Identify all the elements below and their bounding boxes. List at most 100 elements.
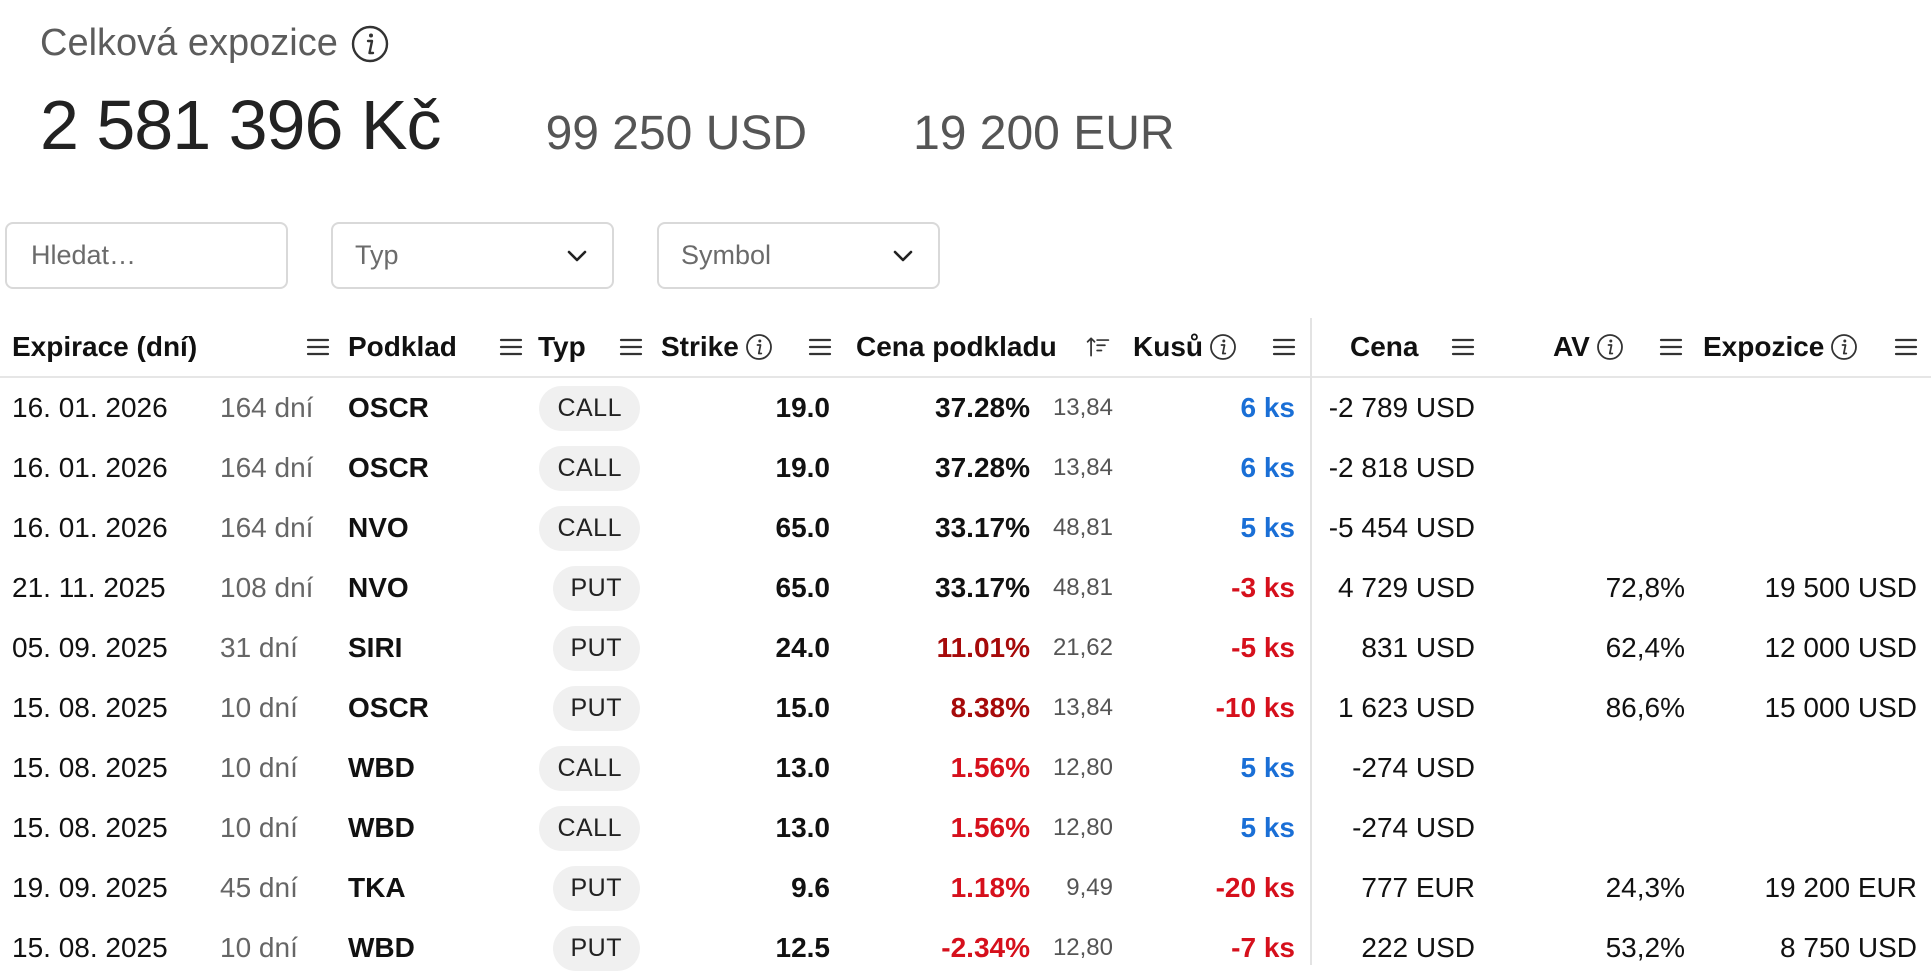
distance-pct: 11.01% [936, 632, 1030, 663]
exposure-header: Celková expozice [40, 22, 390, 65]
column-label: Expozice [1703, 331, 1825, 362]
info-icon[interactable] [745, 333, 773, 361]
underlying-symbol: OSCR [348, 452, 429, 483]
column-header-av[interactable]: AV [1553, 318, 1624, 376]
table-row[interactable]: 16. 01. 2026 164 dní NVO CALL 65.0 33.17… [0, 498, 1931, 558]
column-menu-icon[interactable] [1271, 318, 1297, 376]
column-header-exposure[interactable]: Expozice [1703, 318, 1858, 376]
column-menu-icon[interactable] [807, 318, 833, 376]
av-value [1540, 438, 1685, 498]
option-type-cell: PUT [500, 918, 640, 978]
table-row[interactable]: 05. 09. 2025 31 dní SIRI PUT 24.0 11.01%… [0, 618, 1931, 678]
table-row[interactable]: 16. 01. 2026 164 dní OSCR CALL 19.0 37.2… [0, 438, 1931, 498]
exposure-value [1700, 738, 1917, 798]
column-menu-icon[interactable] [618, 318, 644, 376]
info-icon[interactable] [350, 24, 390, 64]
distance-pct: 33.17% [935, 572, 1030, 603]
underlying-price: 12,80 [1052, 814, 1113, 841]
days-remaining: 108 dní [220, 572, 314, 603]
info-icon[interactable] [1830, 333, 1858, 361]
days-remaining: 31 dní [220, 632, 298, 663]
type-select[interactable]: Typ [331, 222, 614, 289]
column-label: Cena podkladu [856, 331, 1057, 362]
option-type-cell: CALL [500, 378, 640, 438]
exposure-value: 12 000 USD [1764, 632, 1917, 663]
option-type-badge: PUT [552, 625, 640, 671]
table-body: 16. 01. 2026 164 dní OSCR CALL 19.0 37.2… [0, 378, 1931, 978]
option-price: -5 454 USD [1328, 512, 1475, 543]
exposure-value: 19 200 EUR [1764, 872, 1917, 903]
column-menu-icon[interactable] [498, 318, 524, 376]
option-type-badge: PUT [552, 685, 640, 731]
column-header-type[interactable]: Typ [538, 318, 586, 376]
quantity: 5 ks [1240, 512, 1296, 543]
option-price: -274 USD [1352, 812, 1475, 843]
option-type-cell: CALL [500, 498, 640, 558]
exposure-value [1700, 798, 1917, 858]
strike-price: 13.0 [775, 812, 831, 843]
days-remaining: 10 dní [220, 812, 298, 843]
underlying-symbol: WBD [348, 752, 415, 783]
quantity: 6 ks [1240, 452, 1296, 483]
av-value: 62,4% [1605, 632, 1685, 663]
quantity: -3 ks [1231, 572, 1295, 603]
days-remaining: 164 dní [220, 512, 314, 543]
total-eur: 19 200 EUR [913, 107, 1175, 160]
column-label: Strike [661, 331, 739, 362]
option-type-badge: CALL [539, 805, 640, 851]
underlying-price: 12,80 [1052, 754, 1113, 781]
column-menu-icon[interactable] [1893, 318, 1919, 376]
table-row[interactable]: 15. 08. 2025 10 dní OSCR PUT 15.0 8.38% … [0, 678, 1931, 738]
table-row[interactable]: 19. 09. 2025 45 dní TKA PUT 9.6 1.18% 9,… [0, 858, 1931, 918]
info-icon[interactable] [1209, 333, 1237, 361]
column-menu-icon[interactable] [1658, 318, 1684, 376]
table-header-row: Expirace (dní) Podklad Typ Strike Cena p… [0, 318, 1931, 378]
option-price: 1 623 USD [1338, 692, 1475, 723]
chevron-down-icon [567, 250, 587, 261]
column-header-strike[interactable]: Strike [661, 318, 773, 376]
days-remaining: 164 dní [220, 392, 314, 423]
page-title-group: Celková expozice [40, 22, 390, 65]
symbol-select[interactable]: Symbol [657, 222, 940, 289]
underlying-price: 12,80 [1052, 934, 1113, 961]
expiration-date: 16. 01. 2026 [12, 392, 168, 423]
expiration-date: 15. 08. 2025 [12, 812, 168, 843]
underlying-symbol: NVO [348, 512, 409, 543]
column-menu-icon[interactable] [1450, 318, 1476, 376]
option-type-cell: PUT [500, 618, 640, 678]
av-value: 72,8% [1605, 572, 1685, 603]
column-menu-icon[interactable] [305, 318, 331, 376]
table-row[interactable]: 15. 08. 2025 10 dní WBD CALL 13.0 1.56% … [0, 798, 1931, 858]
page-title: Celková expozice [40, 22, 338, 64]
table-row[interactable]: 21. 11. 2025 108 dní NVO PUT 65.0 33.17%… [0, 558, 1931, 618]
table-row[interactable]: 15. 08. 2025 10 dní WBD CALL 13.0 1.56% … [0, 738, 1931, 798]
option-price: 222 USD [1361, 932, 1475, 963]
table-row[interactable]: 15. 08. 2025 10 dní WBD PUT 12.5 -2.34% … [0, 918, 1931, 978]
quantity: -10 ks [1215, 692, 1295, 723]
filter-bar: Typ Symbol [5, 222, 940, 289]
expiration-date: 21. 11. 2025 [12, 572, 166, 603]
info-icon[interactable] [1596, 333, 1624, 361]
column-header-quantity[interactable]: Kusů [1133, 318, 1237, 376]
distance-pct: 33.17% [935, 512, 1030, 543]
exposure-value [1700, 498, 1917, 558]
table-row[interactable]: 16. 01. 2026 164 dní OSCR CALL 19.0 37.2… [0, 378, 1931, 438]
search-input[interactable] [29, 239, 264, 272]
distance-pct: 8.38% [950, 692, 1030, 723]
column-header-underlying-price[interactable]: Cena podkladu [856, 318, 1057, 376]
av-value [1540, 498, 1685, 558]
strike-price: 12.5 [775, 932, 831, 963]
column-header-price[interactable]: Cena [1350, 318, 1418, 376]
column-header-expiration[interactable]: Expirace (dní) [12, 318, 197, 376]
option-type-cell: CALL [500, 738, 640, 798]
type-select-placeholder: Typ [355, 240, 399, 270]
expiration-date: 15. 08. 2025 [12, 932, 168, 963]
option-type-badge: CALL [539, 385, 640, 431]
underlying-price: 13,84 [1052, 394, 1113, 421]
column-header-underlying[interactable]: Podklad [348, 318, 457, 376]
days-remaining: 45 dní [220, 872, 298, 903]
option-type-cell: CALL [500, 798, 640, 858]
strike-price: 9.6 [791, 872, 830, 903]
sort-ascending-icon[interactable] [1085, 318, 1111, 376]
exposure-value: 15 000 USD [1764, 692, 1917, 723]
